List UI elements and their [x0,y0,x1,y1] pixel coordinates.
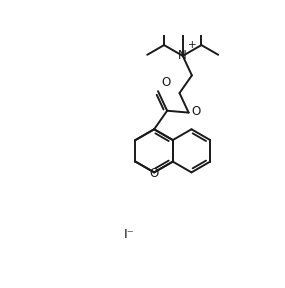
Text: +: + [188,41,197,50]
Text: O: O [150,167,159,180]
Text: O: O [192,105,201,118]
Text: O: O [161,76,170,89]
Text: N: N [178,49,186,62]
Text: I⁻: I⁻ [123,228,134,241]
